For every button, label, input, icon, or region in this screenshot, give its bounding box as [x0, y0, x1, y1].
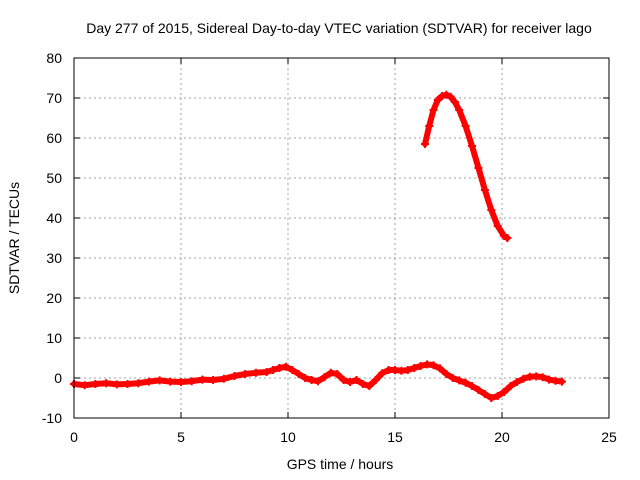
- data-point: [493, 392, 502, 400]
- data-point: [155, 376, 164, 385]
- data-point: [461, 378, 470, 387]
- data-point: [545, 375, 554, 384]
- data-point: [435, 364, 444, 373]
- data-point: [455, 376, 464, 385]
- data-point: [166, 377, 175, 386]
- data-point: [500, 388, 509, 396]
- data-point: [538, 373, 547, 382]
- data-point: [241, 370, 250, 378]
- data-point: [474, 386, 483, 394]
- x-tick-label: 20: [494, 429, 510, 445]
- chart-title: Day 277 of 2015, Sidereal Day-to-day VTE…: [86, 20, 592, 36]
- y-tick-label: 80: [46, 50, 62, 66]
- data-point: [442, 370, 451, 378]
- data-point: [433, 96, 442, 104]
- y-tick-label: 70: [46, 90, 62, 106]
- data-point: [420, 140, 429, 148]
- x-tick-label: 25: [601, 429, 617, 445]
- y-tick-label: -10: [42, 410, 62, 426]
- data-point: [358, 380, 367, 388]
- data-point: [448, 374, 457, 382]
- data-point: [474, 164, 483, 172]
- y-tick-label: 10: [46, 330, 62, 346]
- data-point: [446, 92, 455, 101]
- y-tick-label: 50: [46, 170, 62, 186]
- data-point: [352, 376, 361, 384]
- data-point: [468, 382, 477, 390]
- data-point: [378, 369, 387, 378]
- data-point: [301, 374, 310, 382]
- data-point: [102, 379, 111, 388]
- data-point: [425, 122, 434, 130]
- data-point: [506, 382, 515, 390]
- y-axis-label: SDTVAR / TECUs: [6, 182, 22, 294]
- data-point: [557, 377, 566, 386]
- data-point: [313, 377, 322, 386]
- data-point: [275, 364, 284, 372]
- data-point: [365, 382, 374, 390]
- tick-labels: 0 5 10 15 20 25 -10 0 10 20 30 40 50 60 70 80: [42, 50, 617, 445]
- data-point: [144, 377, 153, 386]
- data-point: [429, 361, 438, 370]
- x-tick-label: 5: [177, 429, 185, 445]
- data-point: [134, 379, 143, 388]
- data-point: [455, 106, 464, 114]
- data-point: [326, 368, 335, 377]
- data-point: [493, 222, 502, 230]
- data-point: [187, 377, 196, 386]
- data-point: [177, 378, 185, 386]
- data-point: [198, 375, 207, 384]
- y-tick-label: 30: [46, 250, 62, 266]
- data-point: [438, 92, 447, 100]
- data-point: [112, 380, 121, 389]
- data-point: [519, 374, 528, 383]
- data-point: [320, 373, 329, 382]
- plot-frame: [73, 57, 610, 419]
- data-point: [288, 366, 297, 374]
- x-tick-label: 0: [70, 429, 78, 445]
- y-tick-label: 40: [46, 210, 62, 226]
- data-point: [346, 378, 355, 386]
- data-point: [487, 206, 496, 214]
- y-tick-label: 60: [46, 130, 62, 146]
- data-point: [91, 380, 100, 388]
- data-point: [480, 390, 489, 398]
- data-point: [503, 234, 512, 242]
- data-point: [219, 374, 228, 383]
- data-point: [307, 376, 316, 384]
- data-point: [333, 370, 342, 378]
- data-point: [123, 380, 132, 388]
- data-point: [294, 370, 303, 378]
- data-point: [512, 378, 521, 386]
- data-point: [209, 376, 218, 384]
- data-point: [480, 186, 489, 194]
- data-point: [468, 142, 477, 150]
- x-axis-label: GPS time / hours: [287, 456, 394, 472]
- data-point: [410, 364, 419, 372]
- x-tick-label: 10: [280, 429, 296, 445]
- data-point: [442, 90, 451, 99]
- data-point: [230, 372, 239, 380]
- data-point: [429, 106, 438, 114]
- data-point: [339, 376, 348, 384]
- data-point: [262, 368, 271, 376]
- series-group: [70, 90, 566, 402]
- y-tick-label: 20: [46, 290, 62, 306]
- data-point: [416, 362, 425, 370]
- y-tick-label: 0: [54, 370, 62, 386]
- data-point: [461, 122, 470, 130]
- x-tick-label: 15: [387, 429, 403, 445]
- data-point: [371, 376, 380, 384]
- data-point: [80, 381, 89, 390]
- data-point: [487, 394, 496, 402]
- data-point: [450, 98, 459, 106]
- data-point: [403, 366, 412, 374]
- data-point: [281, 362, 290, 371]
- data-point: [251, 368, 260, 377]
- data-point: [269, 366, 278, 374]
